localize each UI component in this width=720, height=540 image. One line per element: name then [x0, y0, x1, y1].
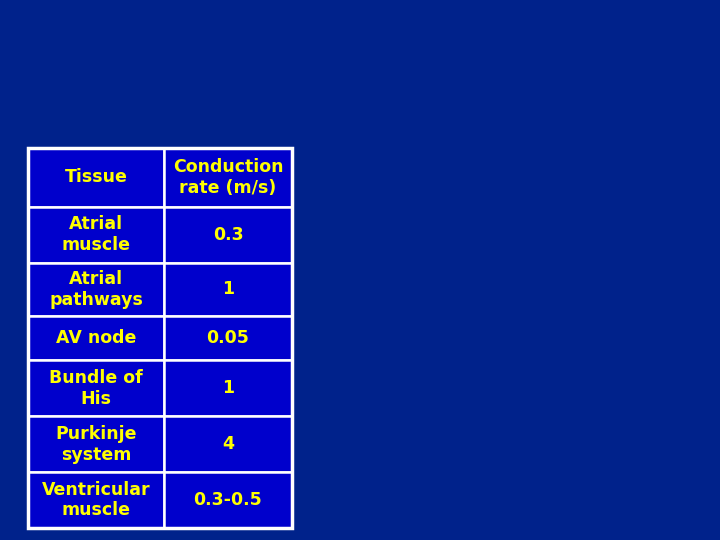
- Bar: [164, 262, 292, 316]
- Bar: [164, 207, 292, 262]
- Text: 0.05: 0.05: [207, 329, 249, 347]
- Text: Tissue: Tissue: [65, 168, 127, 186]
- Bar: [164, 316, 292, 360]
- Bar: [164, 416, 292, 472]
- Text: Bundle of
His: Bundle of His: [49, 369, 143, 408]
- Bar: [28, 416, 164, 472]
- Bar: [28, 148, 292, 528]
- Bar: [164, 360, 292, 416]
- Text: Ventricular
muscle: Ventricular muscle: [42, 481, 150, 519]
- Text: 4: 4: [222, 435, 234, 453]
- Bar: [28, 207, 164, 262]
- Text: Purkinje
system: Purkinje system: [55, 425, 137, 463]
- Text: Conduction
rate (m/s): Conduction rate (m/s): [173, 158, 283, 197]
- Text: AV node: AV node: [55, 329, 136, 347]
- Text: Atrial
muscle: Atrial muscle: [61, 215, 130, 254]
- Text: 0.3: 0.3: [212, 226, 243, 244]
- Bar: [28, 472, 164, 528]
- Text: 1: 1: [222, 379, 234, 397]
- Bar: [164, 148, 292, 207]
- Text: Atrial
pathways: Atrial pathways: [49, 269, 143, 308]
- Bar: [28, 148, 164, 207]
- Bar: [28, 316, 164, 360]
- Bar: [164, 472, 292, 528]
- Text: 1: 1: [222, 280, 234, 298]
- Bar: [28, 360, 164, 416]
- Text: 0.3-0.5: 0.3-0.5: [194, 491, 262, 509]
- Bar: [28, 262, 164, 316]
